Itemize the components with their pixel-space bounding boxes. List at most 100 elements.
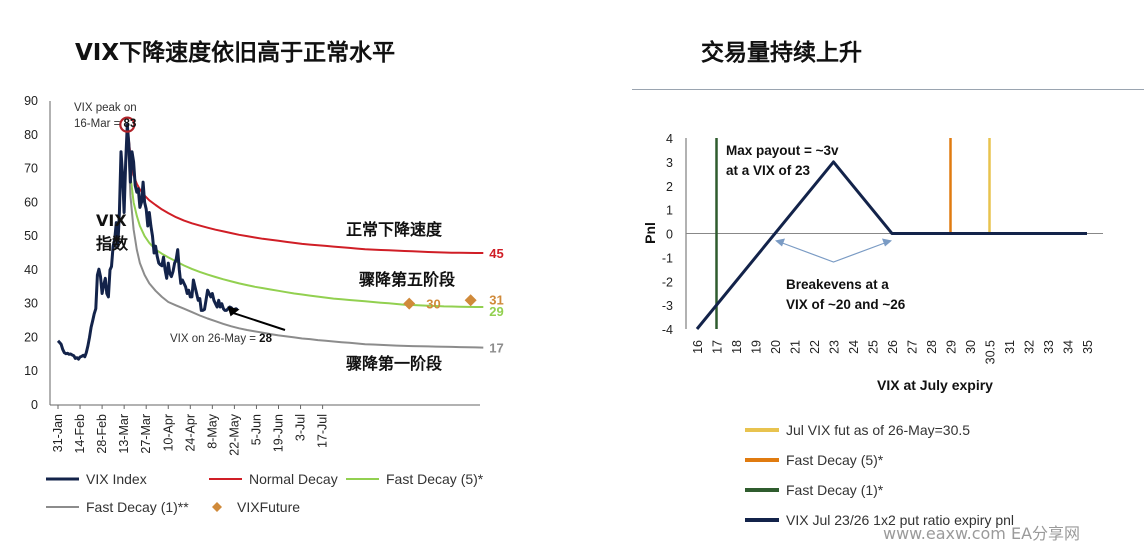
right-x-tick-label: 34	[1062, 340, 1076, 354]
left-series-line	[126, 124, 484, 254]
left-series-line	[126, 124, 484, 308]
legend-label: Fast Decay (1)**	[86, 499, 189, 515]
fast-decay-1-cn-label: 骤降第一阶段	[346, 354, 443, 373]
watermark: www.eaxw.com EA分享网	[883, 524, 1081, 543]
right-x-axis-title: VIX at July expiry	[877, 377, 993, 393]
right-x-tick-label: 22	[808, 340, 822, 354]
left-x-tick-label: 10-Apr	[161, 414, 175, 452]
peak-annotation-line2: 16-Mar = 83	[74, 118, 136, 130]
left-y-tick-label: 60	[24, 195, 38, 209]
left-y-tick-label: 70	[24, 162, 38, 176]
top-divider	[632, 89, 1144, 90]
vix-future-marker	[464, 294, 477, 307]
current-vix-value: 28	[259, 333, 272, 345]
vix-future-value-1: 30	[426, 297, 440, 312]
left-series-line	[126, 124, 484, 349]
normal-decay-cn-label: 正常下降速度	[346, 220, 443, 239]
right-x-tick-label: 16	[691, 340, 705, 354]
left-x-tick-label: 24-Apr	[183, 414, 197, 452]
right-y-tick-label: 3	[666, 156, 673, 170]
current-vix-annotation: VIX on 26-May = 28	[170, 333, 273, 345]
left-y-tick-label: 0	[31, 398, 38, 412]
right-legend-label: Fast Decay (5)*	[786, 452, 884, 468]
vix-index-label-line2: 指数	[96, 234, 129, 253]
left-x-tick-label: 27-Mar	[139, 414, 153, 454]
left-x-tick-label: 3-Jul	[294, 414, 308, 441]
left-y-tick-label: 50	[24, 229, 38, 243]
left-x-tick-label: 13-Mar	[117, 414, 131, 454]
right-x-tick-label: 30.5	[984, 340, 998, 364]
normal-decay-end-value: 45	[489, 246, 503, 261]
breakeven-arrowhead-left	[775, 238, 785, 247]
right-y-tick-label: 2	[666, 180, 673, 194]
left-y-tick-label: 30	[24, 297, 38, 311]
right-chart-title: 交易量持续上升	[701, 40, 862, 66]
right-legend-label: VIX Jul 23/26 1x2 put ratio expiry pnl	[786, 512, 1014, 528]
right-x-tick-label: 17	[711, 340, 725, 354]
right-legend-label: Fast Decay (1)*	[786, 482, 884, 498]
right-x-tick-label: 26	[886, 340, 900, 354]
right-y-tick-label: -2	[662, 275, 673, 289]
right-x-tick-label: 21	[789, 340, 803, 354]
legend-swatch-diamond	[212, 502, 222, 512]
left-y-tick-label: 80	[24, 128, 38, 142]
current-vix-prefix: VIX on 26-May =	[170, 333, 259, 345]
right-x-tick-label: 28	[925, 340, 939, 354]
vix-future-value-2: 31	[489, 292, 503, 307]
left-series-line	[56, 123, 239, 361]
right-x-tick-label: 23	[828, 340, 842, 354]
left-y-tick-label: 90	[24, 94, 38, 108]
vix-future-marker	[403, 297, 416, 310]
right-y-tick-label: -3	[662, 299, 673, 313]
breakeven-annotation-line2: VIX of ~20 and ~26	[786, 297, 906, 312]
right-y-tick-label: -1	[662, 251, 673, 265]
left-chart-title: VIX下降速度依旧高于正常水平	[75, 40, 396, 66]
legend-label: VIX Index	[86, 471, 147, 487]
peak-annotation-value: 83	[124, 118, 137, 130]
left-chart: 0 10 20 30 40 50 60 70 80 90 31-Jan 14-Feb 28-Feb 13-…	[24, 94, 504, 515]
right-x-tick-label: 24	[847, 340, 861, 354]
left-x-tick-label: 22-May	[227, 413, 241, 455]
right-x-tick-label: 30	[964, 340, 978, 354]
vix-index-label-line1: VIX	[96, 211, 127, 230]
left-y-tick-label: 20	[24, 330, 38, 344]
right-x-tick-label: 33	[1042, 340, 1056, 354]
pnl-line	[695, 160, 1087, 330]
left-x-tick-label: 31-Jan	[51, 414, 65, 452]
right-x-tick-label: 35	[1081, 340, 1095, 354]
left-x-tick-label: 19-Jun	[272, 414, 286, 452]
breakeven-arrows	[780, 241, 887, 263]
fast-decay-5-end-value: 29	[489, 304, 503, 319]
fast-decay-1-end-value: 17	[489, 341, 503, 356]
right-y-tick-label: 0	[666, 228, 673, 242]
right-x-tick-label: 29	[945, 340, 959, 354]
legend-label: VIXFuture	[237, 499, 300, 515]
left-y-tick-label: 40	[24, 263, 38, 277]
right-y-tick-label: 1	[666, 204, 673, 218]
right-y-tick-label: 4	[666, 132, 673, 146]
left-x-tick-label: 8-May	[205, 413, 219, 448]
legend-label: Fast Decay (5)*	[386, 471, 484, 487]
left-x-tick-label: 28-Feb	[95, 414, 109, 454]
current-vix-arrow	[231, 311, 286, 331]
peak-marker	[119, 116, 136, 133]
right-x-tick-label: 25	[867, 340, 881, 354]
right-legend-label: Jul VIX fut as of 26-May=30.5	[786, 422, 970, 438]
right-x-tick-label: 27	[906, 340, 920, 354]
right-x-tick-label: 20	[769, 340, 783, 354]
current-vix-arrowhead	[227, 306, 240, 317]
right-x-tick-label: 31	[1003, 340, 1017, 354]
fast-decay-5-cn-label: 骤降第五阶段	[359, 270, 456, 289]
right-x-tick-label: 32	[1023, 340, 1037, 354]
peak-annotation-prefix: 16-Mar =	[74, 118, 124, 130]
right-x-tick-label: 19	[750, 340, 764, 354]
legend-label: Normal Decay	[249, 471, 338, 487]
peak-annotation-line1: VIX peak on	[74, 102, 137, 114]
right-x-tick-label: 18	[730, 340, 744, 354]
right-y-tick-label: -4	[662, 323, 673, 337]
left-x-tick-label: 17-Jul	[316, 414, 330, 448]
breakeven-annotation-line1: Breakevens at a	[786, 277, 889, 292]
max-payout-annotation-line1: Max payout = ~3v	[726, 143, 839, 158]
